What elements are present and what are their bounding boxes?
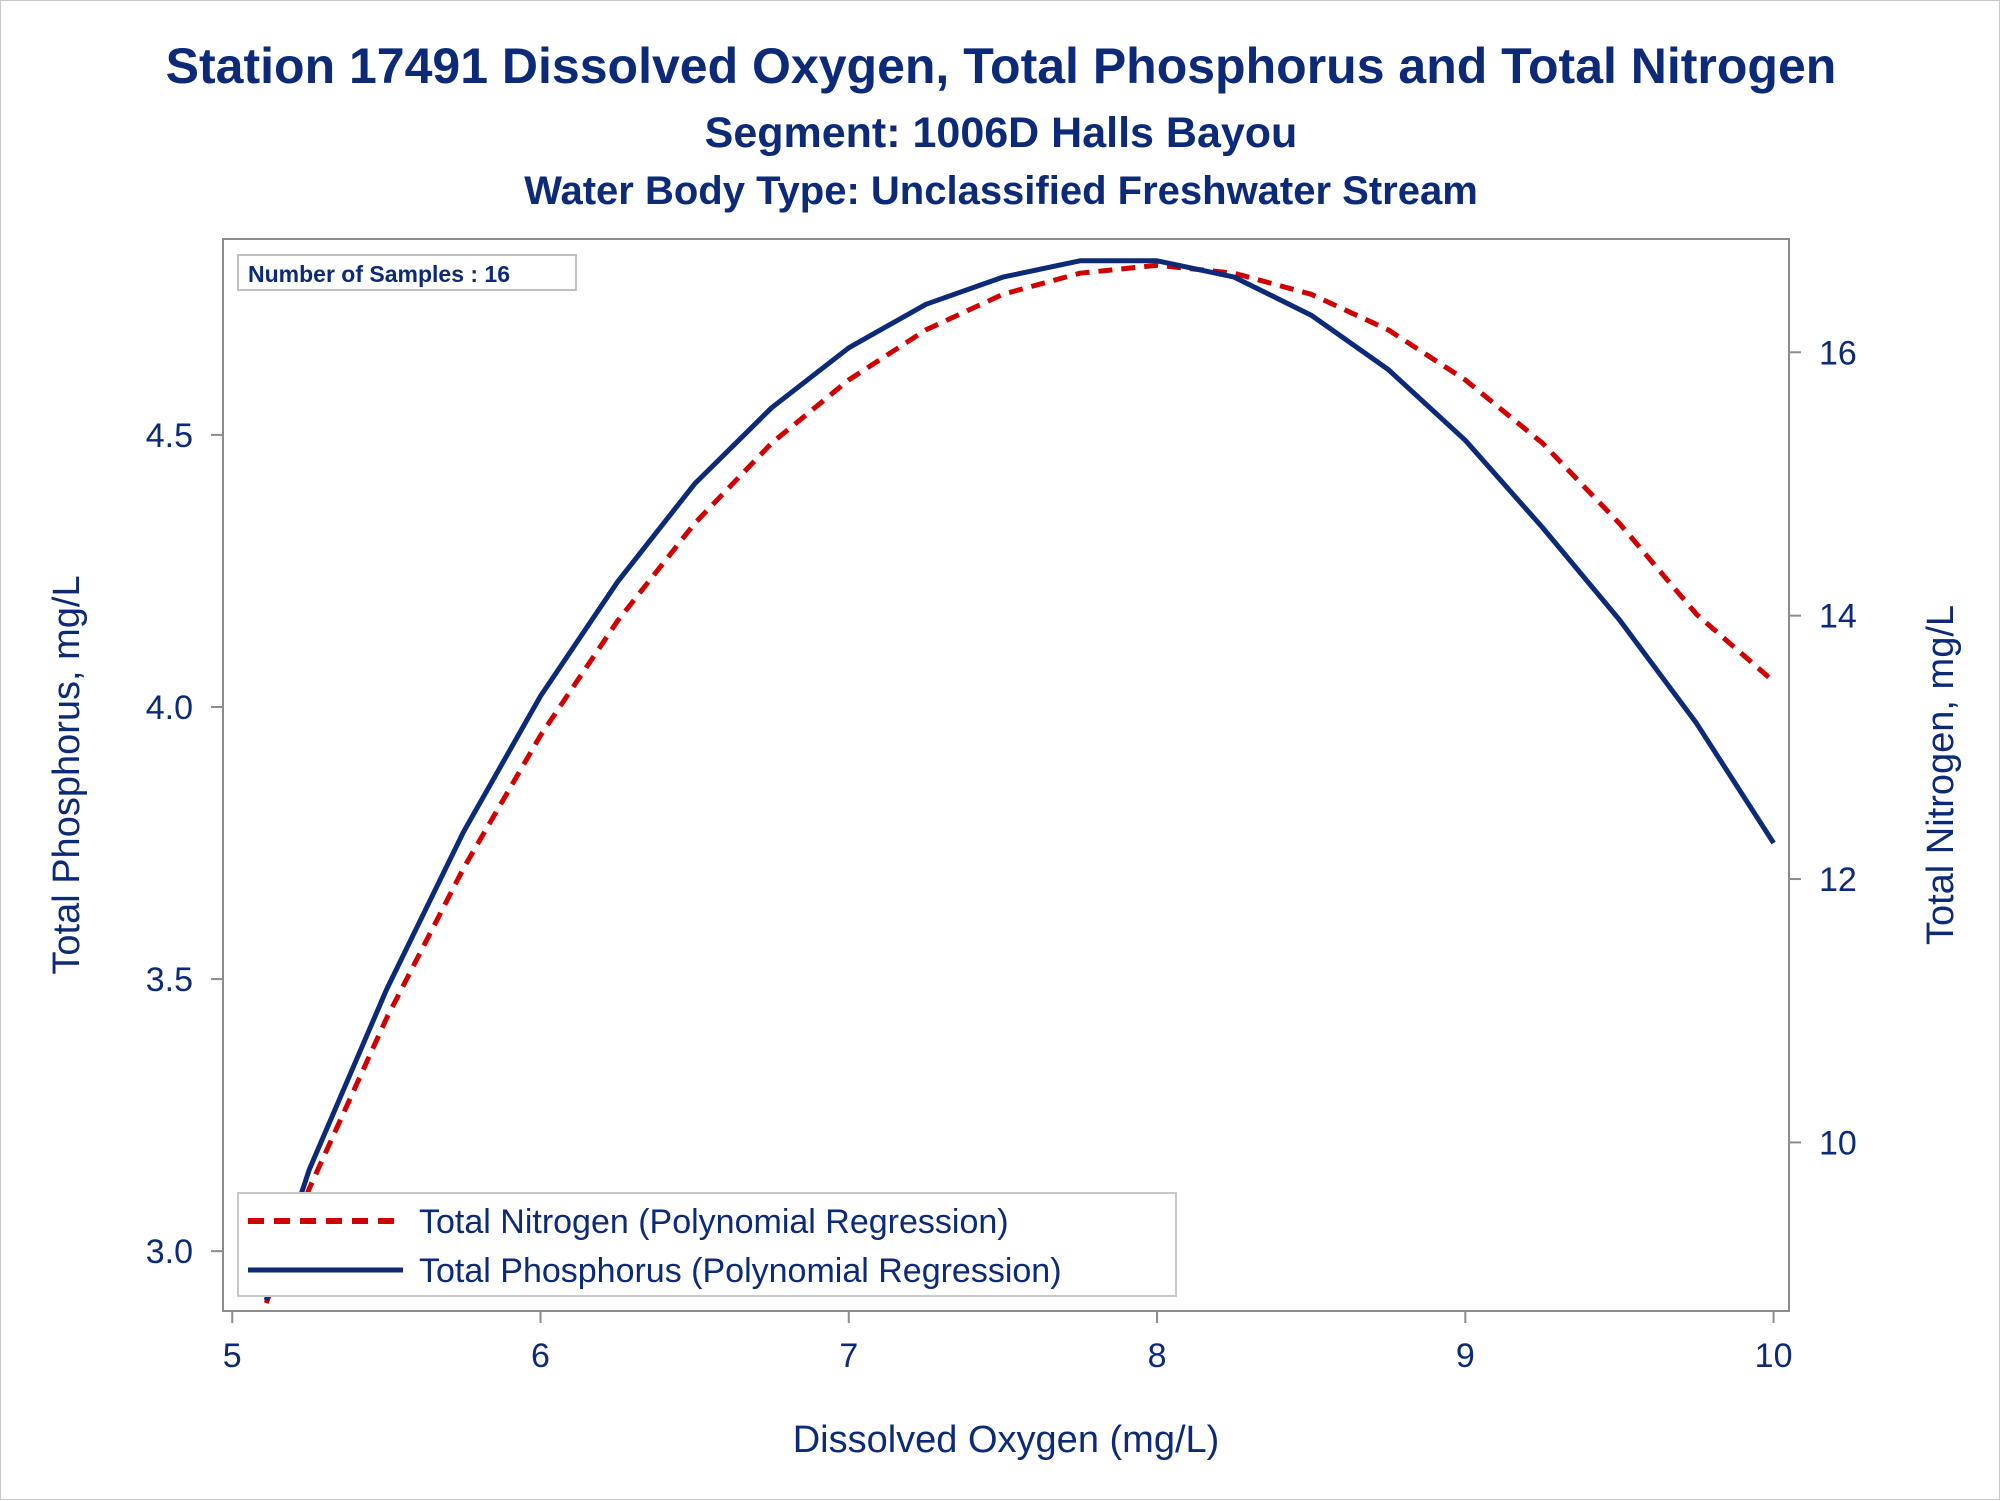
sample-count-inset: Number of Samples : 16 [237, 254, 577, 291]
legend-nitrogen-label: Total Nitrogen (Polynomial Regression) [419, 1203, 1009, 1241]
y2-tick-label: 16 [1819, 334, 1857, 372]
y2-tick-label: 12 [1819, 861, 1857, 899]
legend-box [237, 1192, 1177, 1297]
inset-text: Number of Samples : 16 [248, 261, 510, 287]
y-tick-label: 3.5 [146, 961, 193, 999]
plot-area [222, 238, 1790, 1312]
chart-title: Station 17491 Dissolved Oxygen, Total Ph… [165, 38, 1837, 94]
legend-phosphorus-label: Total Phosphorus (Polynomial Regression) [419, 1252, 1062, 1290]
x-tick-label: 7 [839, 1337, 858, 1375]
series-lines [263, 258, 1776, 1304]
x-tick-label: 9 [1456, 1337, 1475, 1375]
x-tick-label: 8 [1148, 1337, 1167, 1375]
y-tick-label: 4.5 [146, 417, 193, 455]
y-tick-label: 4.0 [146, 689, 193, 727]
y-tick-label: 3.0 [146, 1233, 193, 1271]
x-axis: 5 6 7 8 9 10 [223, 1311, 1793, 1375]
legend: Total Nitrogen (Polynomial Regression) T… [237, 1192, 1177, 1297]
y-axis-left: 3.0 3.5 4.0 4.5 [146, 417, 223, 1271]
y2-tick-label: 14 [1819, 598, 1857, 636]
y-axis-label: Total Phosphorus, mg/L [46, 575, 88, 974]
y-axis-right: 10 12 14 16 [1789, 334, 1857, 1162]
x-axis-label: Dissolved Oxygen (mg/L) [793, 1419, 1220, 1461]
inset-box [237, 254, 577, 291]
y2-axis-label: Total Nitrogen, mg/L [1920, 605, 1962, 945]
x-tick-label: 6 [531, 1337, 550, 1375]
x-tick-label: 10 [1755, 1337, 1793, 1375]
x-tick-label: 5 [223, 1337, 242, 1375]
y2-tick-label: 10 [1819, 1124, 1857, 1162]
chart-subtitle-segment: Segment: 1006D Halls Bayou [704, 109, 1298, 157]
phosphorus-regression-line [263, 258, 1776, 1301]
chart-subtitle-water-body: Water Body Type: Unclassified Freshwater… [524, 169, 1478, 213]
